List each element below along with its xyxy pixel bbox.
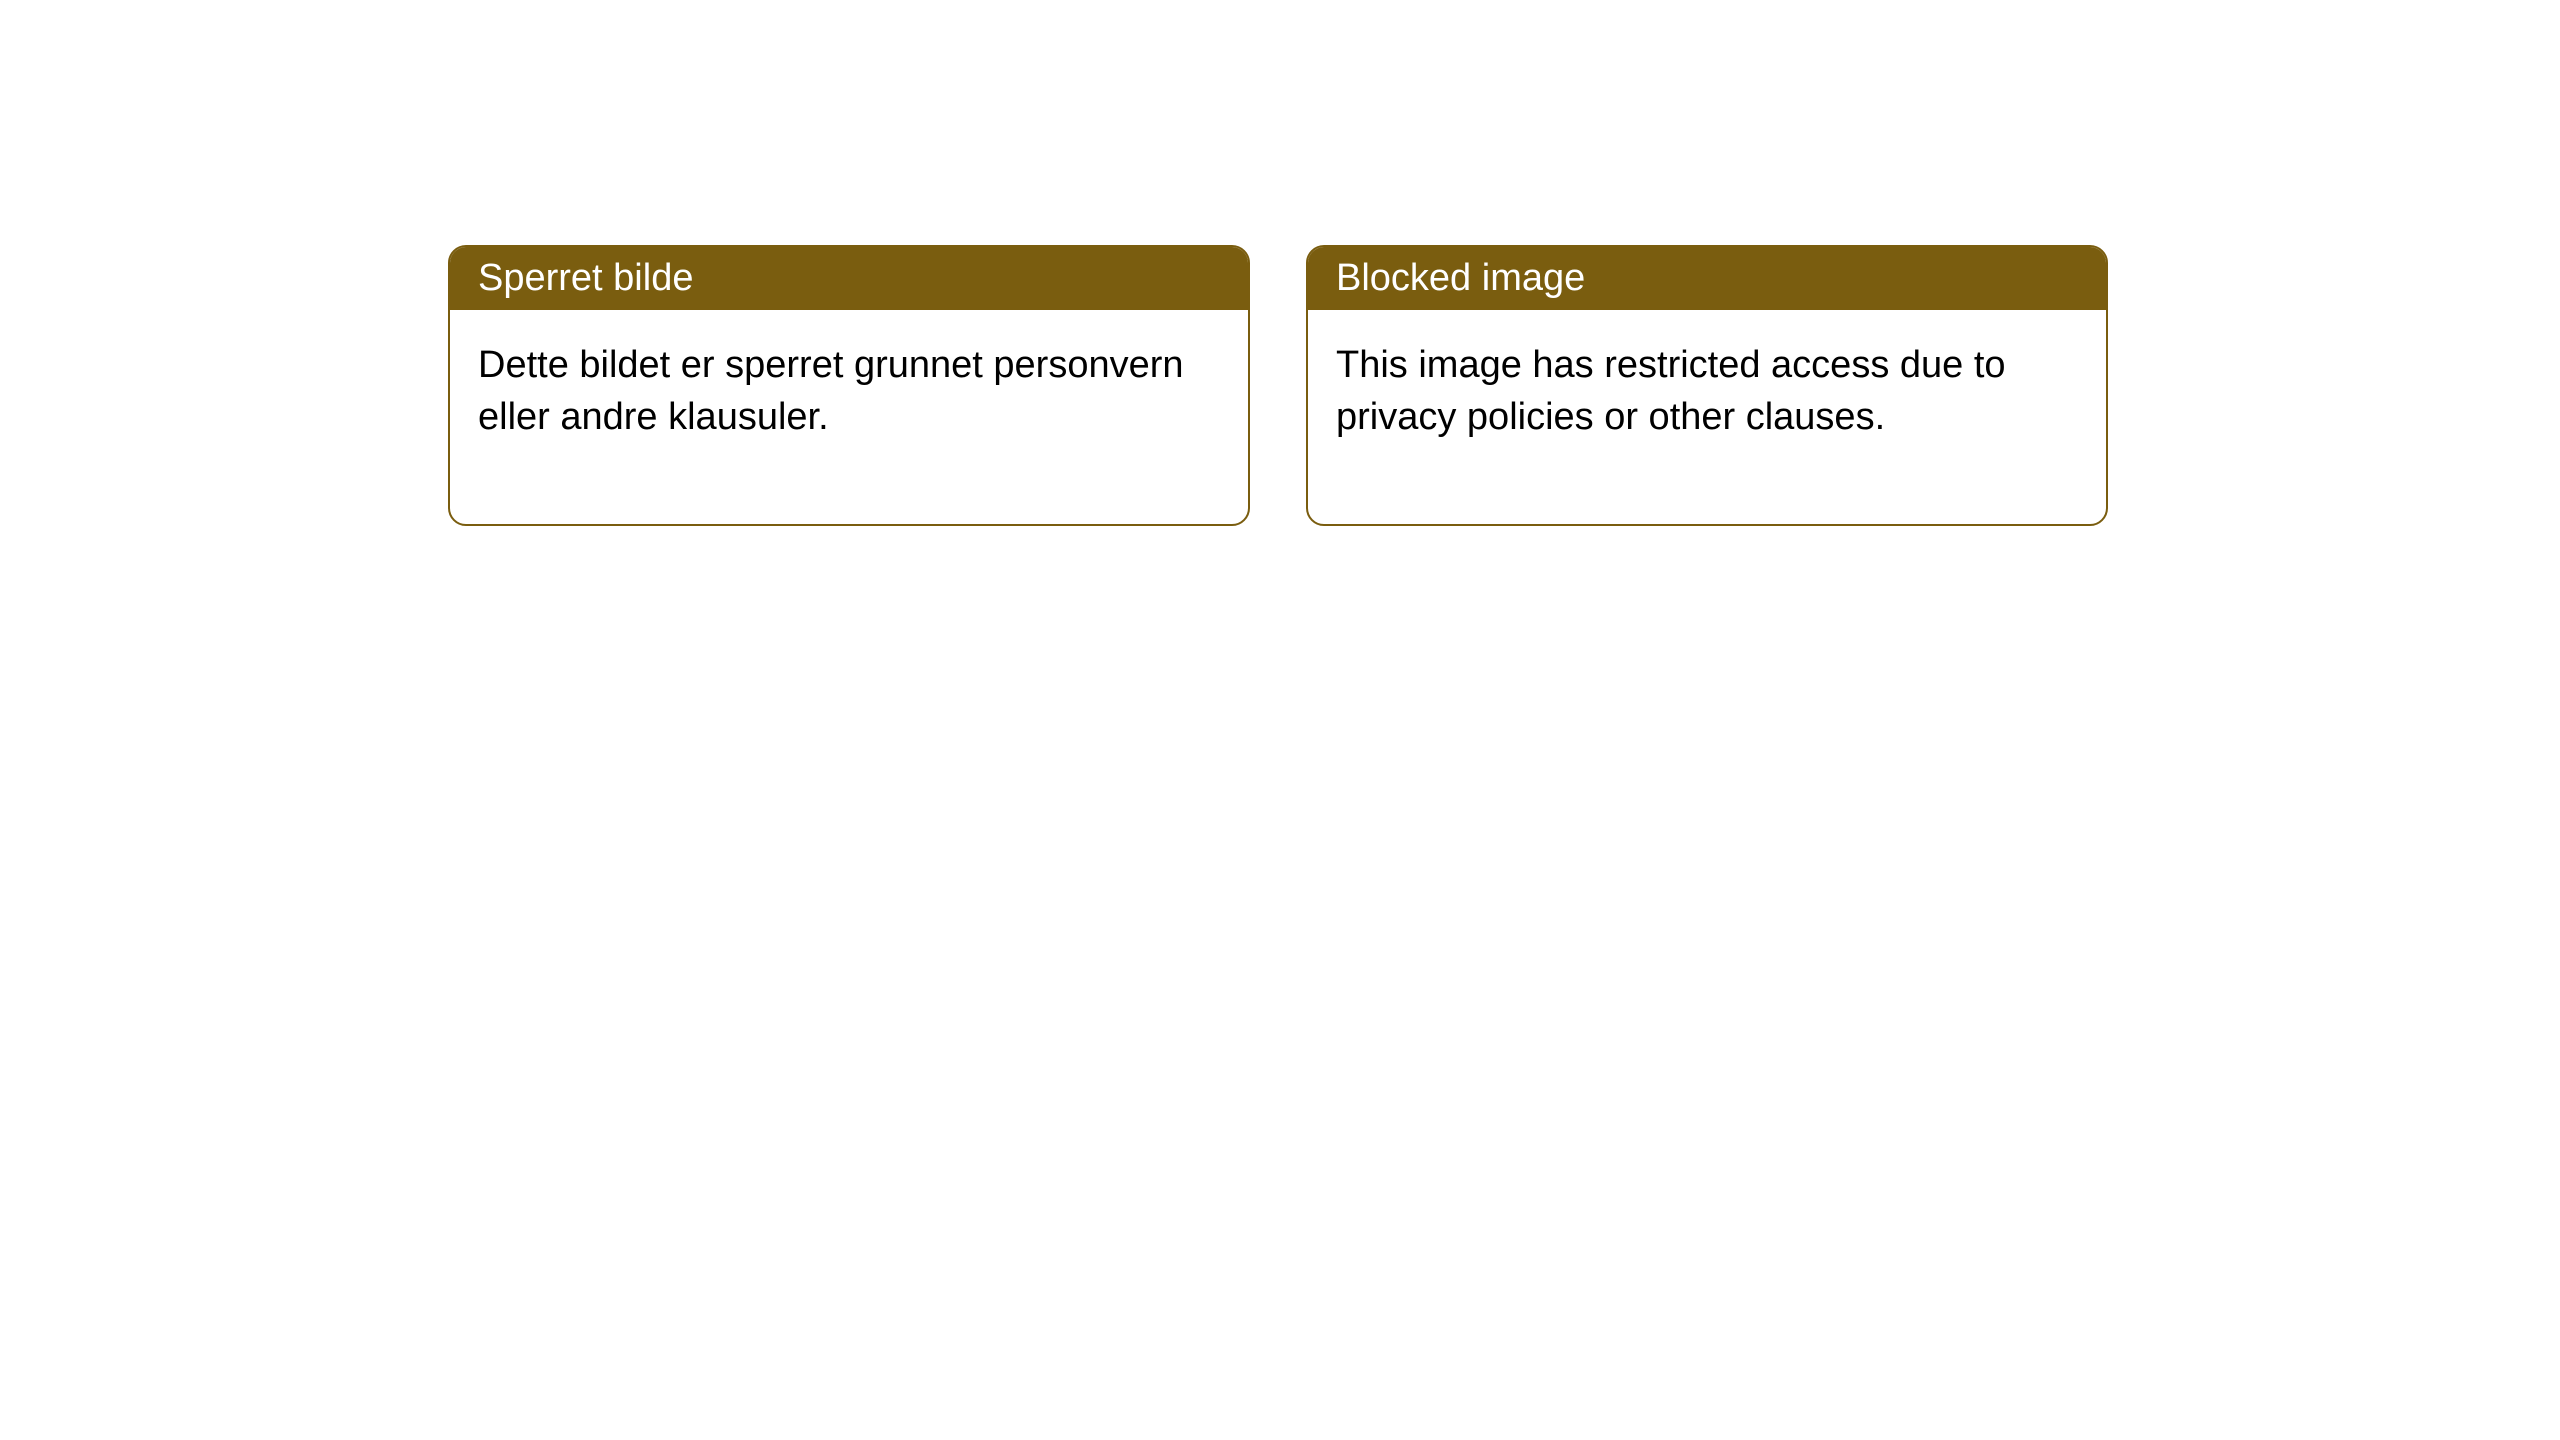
notice-container: Sperret bilde Dette bildet er sperret gr… [448, 245, 2108, 526]
notice-header-en: Blocked image [1308, 247, 2106, 310]
notice-body-en: This image has restricted access due to … [1308, 310, 2106, 524]
notice-body-no: Dette bildet er sperret grunnet personve… [450, 310, 1248, 524]
notice-card-no: Sperret bilde Dette bildet er sperret gr… [448, 245, 1250, 526]
notice-card-en: Blocked image This image has restricted … [1306, 245, 2108, 526]
notice-header-no: Sperret bilde [450, 247, 1248, 310]
